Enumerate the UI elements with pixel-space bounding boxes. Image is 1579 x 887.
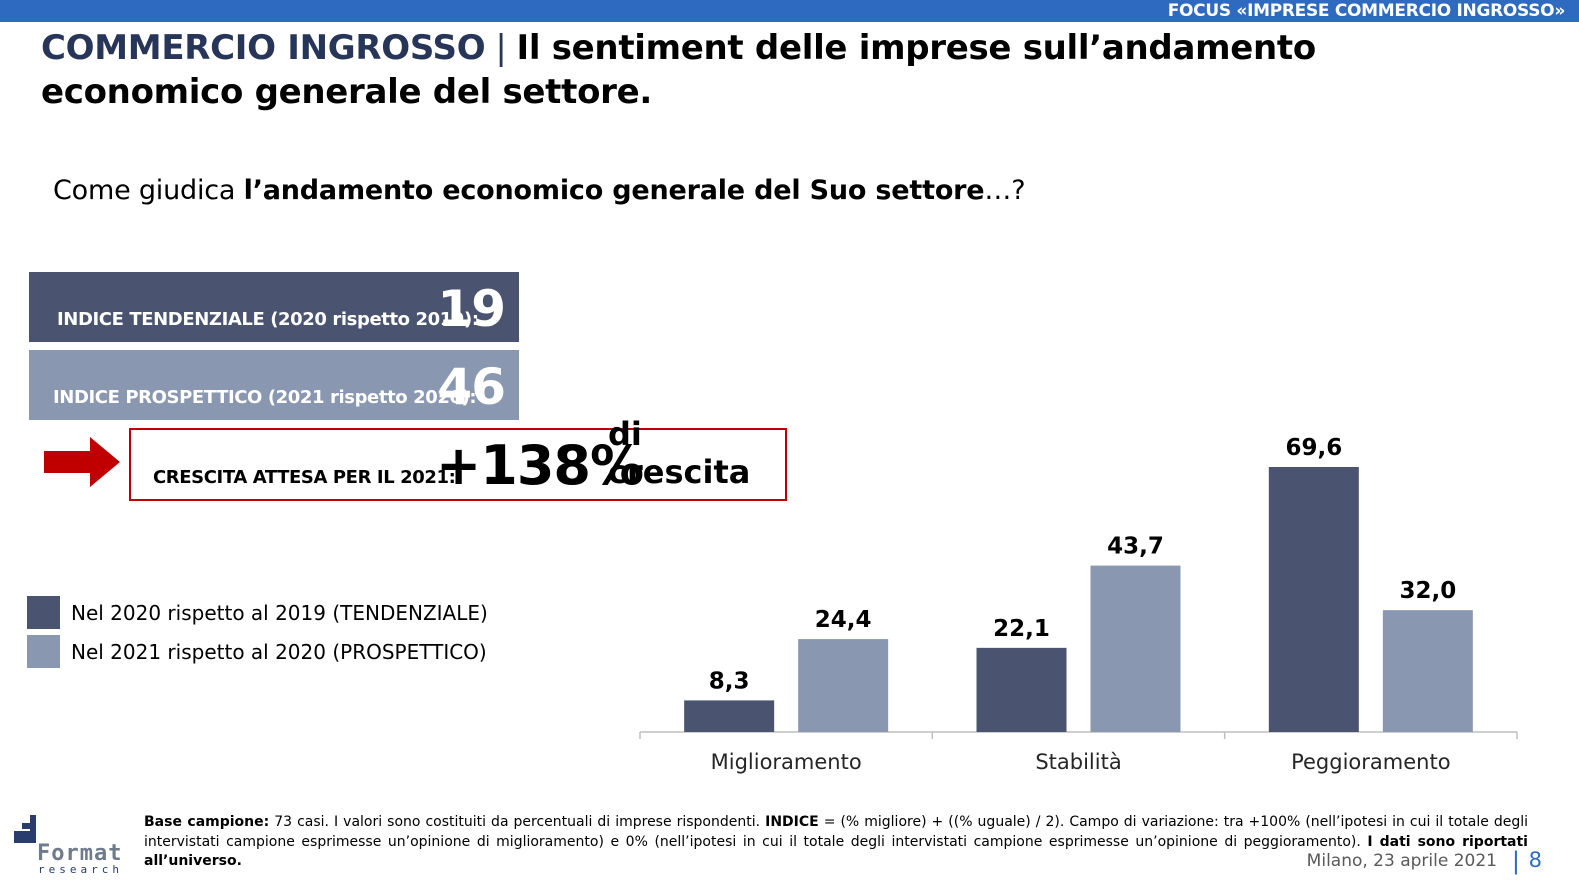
question-suffix: …? xyxy=(984,175,1026,206)
legend-swatch-tendenziale xyxy=(27,596,60,629)
logo-subtitle: research xyxy=(38,863,123,876)
data-label: 43,7 xyxy=(1107,534,1164,560)
index-prospettico-box: INDICE PROSPETTICO (2021 rispetto 2020):… xyxy=(29,350,519,420)
section-label: FOCUS «IMPRESE COMMERCIO INGROSSO» xyxy=(1167,1,1566,21)
survey-question: Come giudica l’andamento economico gener… xyxy=(53,173,1026,209)
footnote-base-label: Base campione: xyxy=(144,814,270,830)
legend-label-prospettico: Nel 2021 rispetto al 2020 (PROSPETTICO) xyxy=(71,640,487,664)
growth-value: +138% xyxy=(436,434,644,497)
data-label: 24,4 xyxy=(815,607,872,633)
category-label: Miglioramento xyxy=(711,750,862,774)
logo-word: Format xyxy=(37,841,123,866)
index-tendenziale-box: INDICE TENDENZIALE (2020 rispetto 2019):… xyxy=(29,272,519,342)
data-label: 8,3 xyxy=(709,668,750,694)
growth-suffix: di crescita xyxy=(608,415,751,491)
bar-tendenziale xyxy=(976,647,1067,732)
category-label: Stabilità xyxy=(1035,750,1121,774)
bar-prospettico xyxy=(1090,565,1181,732)
footnote-index-label: INDICE xyxy=(765,814,819,830)
format-logo: Format research xyxy=(10,813,140,876)
question-bold: l’andamento economico generale del Suo s… xyxy=(243,175,985,206)
footnote-final: I dati sono riportati all’universo. xyxy=(144,833,1528,870)
title-separator: | xyxy=(495,28,507,68)
legend-label-tendenziale: Nel 2020 rispetto al 2019 (TENDENZIALE) xyxy=(71,601,488,625)
footer-separator: | xyxy=(1511,847,1520,875)
title-text: Il sentiment delle imprese sull’andament… xyxy=(41,28,1316,112)
data-label: 22,1 xyxy=(993,616,1050,642)
bar-tendenziale xyxy=(684,700,775,732)
index-prospettico-label: INDICE PROSPETTICO (2021 rispetto 2020): xyxy=(53,387,477,408)
footnote-base-text: 73 casi. I valori sono costituiti da per… xyxy=(269,814,766,830)
index-tendenziale-label: INDICE TENDENZIALE (2020 rispetto 2019): xyxy=(57,309,479,330)
category-label: Peggioramento xyxy=(1291,750,1450,774)
logo-mark-icon xyxy=(14,815,36,843)
bar-prospettico xyxy=(798,639,889,732)
arrow-right-icon xyxy=(44,437,120,487)
bar-prospettico xyxy=(1382,610,1473,732)
data-label: 32,0 xyxy=(1399,578,1456,604)
page-number: 8 xyxy=(1528,848,1542,872)
index-tendenziale-value: 19 xyxy=(437,280,506,338)
title-section: COMMERCIO INGROSSO xyxy=(41,28,486,68)
index-prospettico-value: 46 xyxy=(437,358,506,416)
growth-box: CRESCITA ATTESA PER IL 2021: +138% di cr… xyxy=(129,415,787,501)
footnote-index-text: = (% migliore) + ((% uguale) / 2). Campo… xyxy=(144,814,1529,850)
data-label: 69,6 xyxy=(1285,435,1342,461)
footnote: Base campione: 73 casi. I valori sono co… xyxy=(144,813,1528,872)
growth-label: CRESCITA ATTESA PER IL 2021: xyxy=(153,467,456,488)
footer-date: Milano, 23 aprile 2021 xyxy=(1306,851,1497,871)
bar-tendenziale xyxy=(1268,467,1359,732)
legend-swatch-prospettico xyxy=(27,635,60,668)
top-bar: FOCUS «IMPRESE COMMERCIO INGROSSO» xyxy=(0,0,1579,22)
page-title: COMMERCIO INGROSSO | Il sentiment delle im… xyxy=(41,26,1521,114)
bar-chart: 8,3 24,4 Miglioramento 22,1 43,7 Stabilità 69,… xyxy=(639,435,1518,774)
question-prefix: Come giudica xyxy=(53,175,244,206)
